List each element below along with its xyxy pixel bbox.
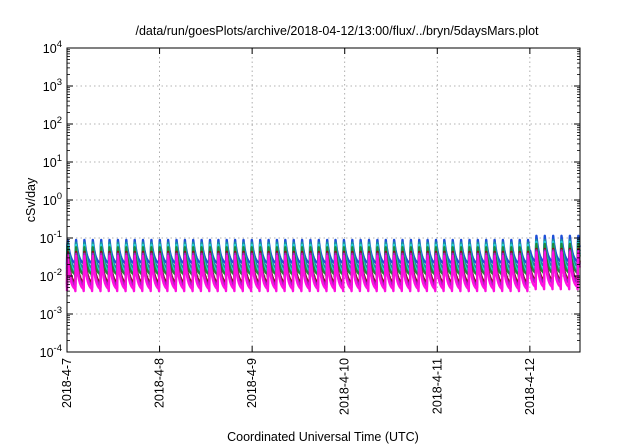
y-axis-label: cSv/day xyxy=(24,177,38,222)
x-axis-label: Coordinated Universal Time (UTC) xyxy=(227,430,419,444)
y-tick-label: 100 xyxy=(43,191,62,208)
chart-title: /data/run/goesPlots/archive/2018-04-12/1… xyxy=(135,24,539,38)
x-tick-label: 2018-4-12 xyxy=(523,358,537,415)
y-tick-label: 102 xyxy=(43,115,62,132)
y-tick-label: 10-3 xyxy=(40,305,62,322)
x-tick-label: 2018-4-8 xyxy=(153,358,167,408)
grid-lines xyxy=(67,48,580,352)
y-tick-label: 104 xyxy=(43,39,62,56)
x-tick-label: 2018-4-10 xyxy=(338,358,352,415)
y-tick-label: 10-2 xyxy=(40,267,62,284)
axis-ticks xyxy=(66,47,580,353)
x-tick-label: 2018-4-9 xyxy=(245,358,259,408)
y-tick-label: 101 xyxy=(43,153,62,170)
data-series xyxy=(65,234,581,293)
x-tick-labels: 2018-4-7 2018-4-8 2018-4-9 2018-4-10 2018-4-… xyxy=(60,358,537,415)
y-tick-label: 10-1 xyxy=(40,229,62,246)
x-tick-label: 2018-4-11 xyxy=(430,358,444,414)
y-tick-label: 10-4 xyxy=(40,343,62,360)
x-tick-label: 2018-4-7 xyxy=(60,358,74,408)
series-line xyxy=(65,251,581,293)
y-tick-label: 103 xyxy=(43,77,62,94)
y-tick-labels: 10-4 10-3 10-2 10-1 100 101 102 103 104 xyxy=(40,39,62,360)
